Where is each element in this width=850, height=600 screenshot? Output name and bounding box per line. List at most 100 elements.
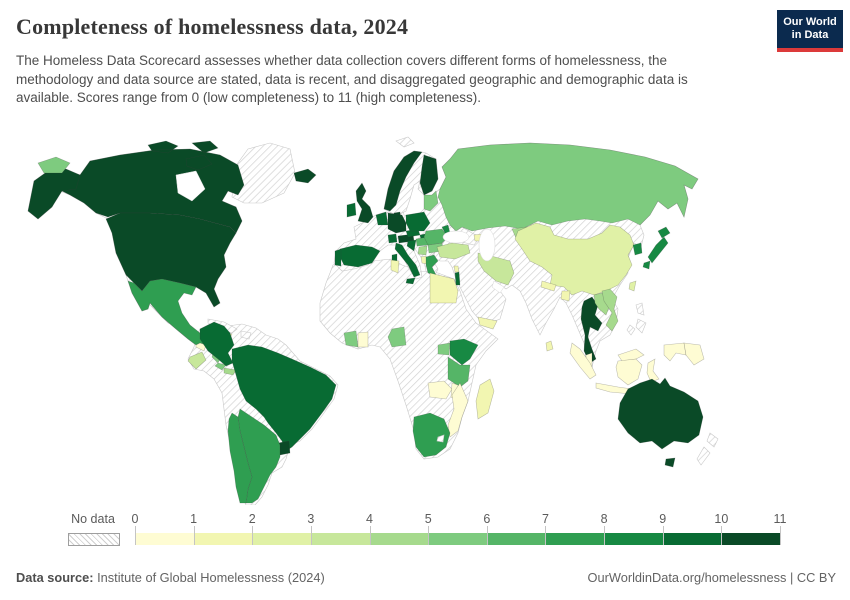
- country-romania[interactable]: [423, 228, 449, 246]
- legend-segment[interactable]: [193, 533, 253, 545]
- country-serbia[interactable]: [417, 245, 428, 256]
- country-ghana[interactable]: [357, 331, 369, 348]
- country-poland[interactable]: [405, 211, 431, 232]
- legend-tick-label: 5: [424, 512, 432, 526]
- legend-tick-line: [369, 526, 371, 545]
- footer-link[interactable]: OurWorldinData.org/homelessness | CC BY: [587, 570, 836, 585]
- country-cote-divoire[interactable]: [343, 330, 359, 348]
- country-norway[interactable]: [383, 150, 423, 212]
- country-costa-rica[interactable]: [214, 362, 227, 371]
- country-taiwan[interactable]: [628, 280, 637, 292]
- country-uganda[interactable]: [437, 342, 451, 356]
- country-united-kingdom[interactable]: [355, 182, 374, 224]
- legend-segment[interactable]: [486, 533, 546, 545]
- legend-segment[interactable]: [545, 533, 605, 545]
- country-croatia[interactable]: [406, 239, 417, 252]
- legend-tick-label: 3: [307, 512, 315, 526]
- legend-tick-line: [193, 526, 195, 545]
- country-yemen[interactable]: [477, 316, 498, 330]
- country-vietnam[interactable]: [601, 288, 619, 332]
- country-kenya[interactable]: [449, 338, 479, 366]
- country-iceland[interactable]: [293, 168, 317, 184]
- country-greenland[interactable]: [231, 142, 296, 204]
- island-hispaniola[interactable]: [240, 330, 252, 340]
- country-turkey[interactable]: [436, 242, 471, 260]
- data-source-value: Institute of Global Homelessness (2024): [93, 570, 325, 585]
- country-egypt[interactable]: [429, 272, 459, 304]
- legend-segment[interactable]: [721, 533, 781, 545]
- country-sri-lanka[interactable]: [545, 340, 554, 352]
- legend-segment[interactable]: [135, 533, 194, 545]
- country-switzerland[interactable]: [387, 233, 398, 244]
- chart-footer: Data source: Institute of Global Homeles…: [16, 570, 836, 585]
- legend-segment[interactable]: [428, 533, 487, 545]
- owid-logo[interactable]: Our World in Data: [777, 10, 843, 52]
- legend-tick-line: [310, 526, 312, 545]
- country-japan[interactable]: [642, 226, 671, 270]
- country-cameroon[interactable]: [387, 326, 407, 348]
- page-title: Completeness of homelessness data, 2024: [16, 14, 409, 39]
- country-ecuador[interactable]: [187, 351, 207, 370]
- legend-tick-label: 1: [190, 512, 198, 526]
- country-israel[interactable]: [454, 271, 461, 286]
- world-choropleth-map[interactable]: [0, 133, 850, 505]
- country-tanzania[interactable]: [447, 356, 471, 388]
- data-source-label: Data source:: [16, 570, 94, 585]
- chart-subtitle: The Homeless Data Scorecard assesses whe…: [16, 53, 688, 106]
- country-new-zealand[interactable]: [696, 432, 719, 466]
- country-spain[interactable]: [339, 244, 381, 268]
- country-china[interactable]: [514, 222, 635, 296]
- country-mozambique[interactable]: [447, 382, 469, 438]
- no-data-label: No data: [71, 512, 115, 526]
- legend-tick-line: [135, 526, 136, 545]
- legend-tick-label: 11: [773, 512, 787, 526]
- legend-segment[interactable]: [662, 533, 722, 545]
- country-papua-new-guinea[interactable]: [683, 342, 705, 366]
- country-baltic-states[interactable]: [423, 190, 439, 212]
- no-data-swatch[interactable]: [68, 533, 120, 546]
- country-lesotho[interactable]: [436, 434, 445, 443]
- legend-tick-line: [545, 526, 547, 545]
- legend-segment[interactable]: [310, 533, 370, 545]
- country-tunisia[interactable]: [390, 259, 400, 274]
- country-bangladesh[interactable]: [560, 290, 571, 302]
- hudson-bay: [175, 170, 206, 202]
- country-thailand[interactable]: [580, 296, 603, 364]
- country-panama[interactable]: [223, 367, 237, 376]
- island-svalbard[interactable]: [395, 136, 415, 148]
- country-colombia[interactable]: [199, 321, 235, 367]
- country-madagascar[interactable]: [475, 378, 495, 420]
- country-zambia[interactable]: [427, 380, 453, 400]
- legend-tick-label: 2: [248, 512, 256, 526]
- country-portugal[interactable]: [334, 248, 342, 267]
- country-south-africa[interactable]: [412, 412, 451, 458]
- legend-tick-line: [721, 526, 723, 545]
- legend-tick-label: 8: [600, 512, 608, 526]
- country-canada[interactable]: [61, 140, 245, 234]
- country-ireland[interactable]: [346, 202, 357, 218]
- country-brazil[interactable]: [231, 344, 337, 452]
- legend-segment[interactable]: [252, 533, 311, 545]
- country-australia[interactable]: [617, 377, 704, 468]
- country-russia[interactable]: [37, 142, 699, 232]
- legend-tick-label: 0: [131, 512, 139, 526]
- country-chile[interactable]: [227, 412, 253, 504]
- legend-tick-line: [604, 526, 606, 545]
- country-laos[interactable]: [593, 292, 611, 316]
- legend-tick-label: 6: [483, 512, 491, 526]
- legend-tick-label: 7: [541, 512, 549, 526]
- country-lebanon[interactable]: [453, 265, 460, 273]
- country-south-korea[interactable]: [632, 242, 643, 256]
- black-sea: [442, 230, 470, 244]
- country-philippines[interactable]: [626, 302, 647, 336]
- country-nepal[interactable]: [540, 280, 557, 292]
- caspian-sea: [478, 228, 496, 262]
- country-finland[interactable]: [419, 154, 439, 196]
- country-netherlands-belgium[interactable]: [375, 211, 389, 226]
- persian-gulf: [491, 280, 505, 294]
- legend-tick-line: [428, 526, 430, 545]
- legend-colorbar[interactable]: [135, 533, 781, 545]
- legend-segment[interactable]: [604, 533, 663, 545]
- legend-segment[interactable]: [369, 533, 429, 545]
